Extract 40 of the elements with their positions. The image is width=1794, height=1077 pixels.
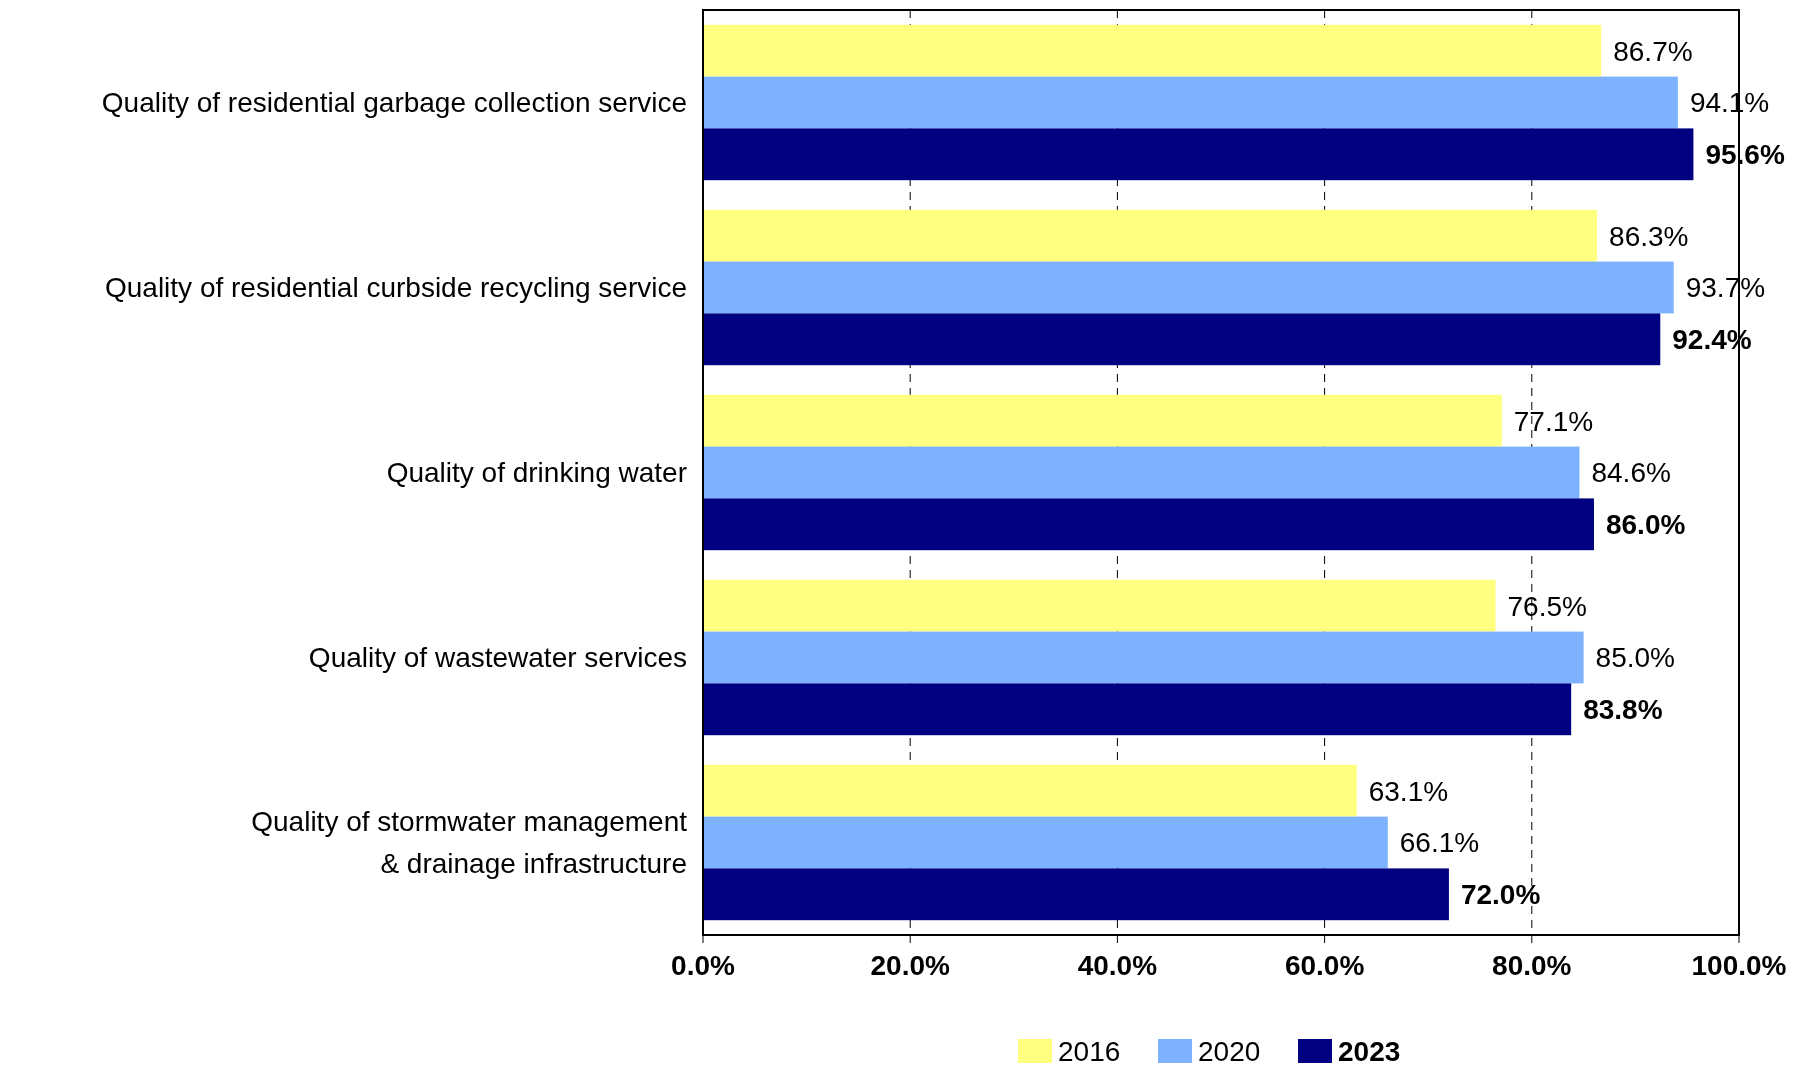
y-tick-label: Quality of residential garbage collection service [101, 87, 687, 119]
bar [703, 446, 1580, 499]
bar [703, 313, 1661, 366]
bar [703, 764, 1357, 817]
bar [703, 579, 1496, 632]
bar [703, 128, 1694, 181]
x-tick-label: 80.0% [1492, 950, 1572, 981]
x-tick-label: 40.0% [1077, 950, 1158, 981]
x-tick-label: 20.0% [870, 950, 950, 981]
legend-label: 2023 [1338, 1035, 1401, 1067]
bar [703, 209, 1598, 262]
y-tick-label: Quality of drinking water [386, 457, 687, 489]
bar [703, 868, 1449, 921]
x-tick-label: 0.0% [671, 950, 736, 981]
data-label: 86.7% [1613, 35, 1693, 67]
data-label: 85.0% [1595, 642, 1676, 674]
data-label: 84.6% [1591, 457, 1671, 489]
bar [703, 498, 1594, 551]
y-tick-label: Quality of stormwater management & drainage infrastructure [251, 806, 688, 880]
bar [703, 261, 1674, 314]
bar [703, 816, 1388, 869]
y-tick-label: Quality of residential curbside recycling service [104, 272, 687, 304]
data-label: 83.8% [1583, 694, 1663, 726]
bar [703, 24, 1602, 77]
x-tick-label: 100.0% [1691, 950, 1787, 981]
data-label: 77.1% [1513, 405, 1594, 437]
data-label: 86.0% [1605, 509, 1686, 541]
bar [703, 394, 1502, 447]
bar [703, 631, 1584, 684]
data-label: 66.1% [1399, 827, 1480, 859]
data-label: 63.1% [1368, 775, 1449, 807]
legend-label: 2016 [1058, 1035, 1121, 1067]
bar [703, 683, 1572, 736]
data-label: 72.0% [1460, 879, 1541, 911]
bar [703, 76, 1678, 129]
legend-label: 2020 [1198, 1035, 1261, 1067]
data-label: 86.3% [1609, 220, 1689, 252]
x-tick-label: 60.0% [1284, 950, 1365, 981]
y-tick-label: Quality of wastewater services [308, 642, 687, 674]
data-label: 76.5% [1507, 590, 1587, 622]
